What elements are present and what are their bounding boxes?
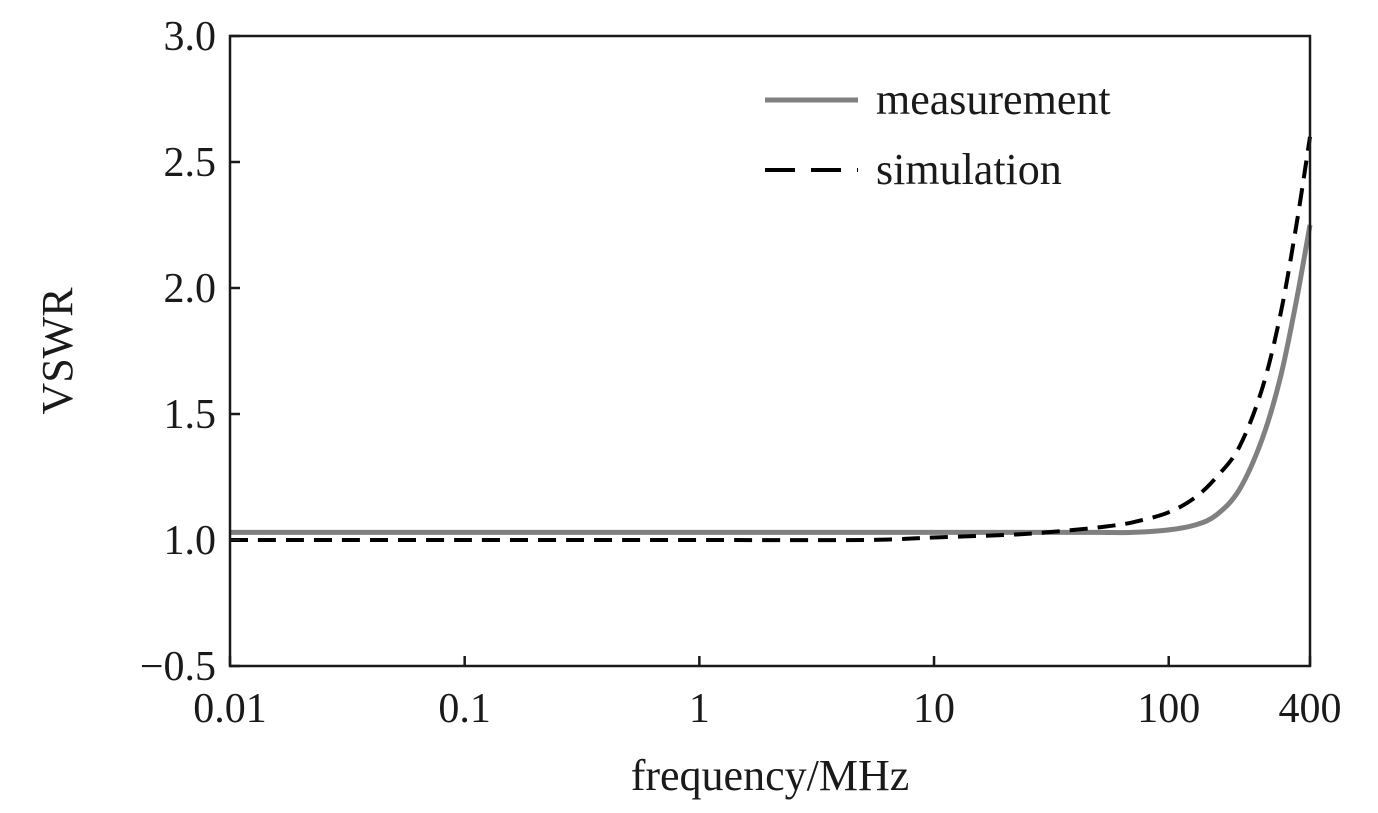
x-tick-label: 400 — [1279, 686, 1342, 732]
plot-frame — [228, 34, 1312, 668]
plot-lines — [230, 136, 1313, 543]
x-axis-label: frequency/MHz — [631, 751, 910, 800]
x-tick-label: 10 — [913, 686, 955, 732]
y-tick-label: 2.5 — [164, 140, 217, 186]
x-tick-label: 1 — [689, 686, 710, 732]
x-axis-ticks: 0.01 0.1 1 10 100 400 — [193, 656, 1342, 732]
x-tick-label: 100 — [1137, 686, 1200, 732]
x-tick-label: 0.1 — [438, 686, 491, 732]
legend-label-simulation: simulation — [876, 145, 1062, 194]
y-tick-label: 3.0 — [164, 14, 217, 60]
series-line-simulation — [230, 136, 1312, 543]
legend: measurement simulation — [765, 75, 1111, 194]
y-axis-label: VSWR — [33, 287, 82, 415]
y-tick-label: 1.0 — [164, 518, 217, 564]
y-axis-ticks: −0.5 1.0 1.5 2.0 2.5 3.0 — [140, 14, 240, 690]
y-tick-label: 1.5 — [164, 392, 217, 438]
y-tick-label: −0.5 — [140, 644, 216, 690]
y-tick-label: 2.0 — [164, 266, 217, 312]
legend-label-measurement: measurement — [876, 75, 1111, 124]
series-line-measurement — [230, 224, 1313, 536]
x-tick-label: 0.01 — [193, 686, 267, 732]
